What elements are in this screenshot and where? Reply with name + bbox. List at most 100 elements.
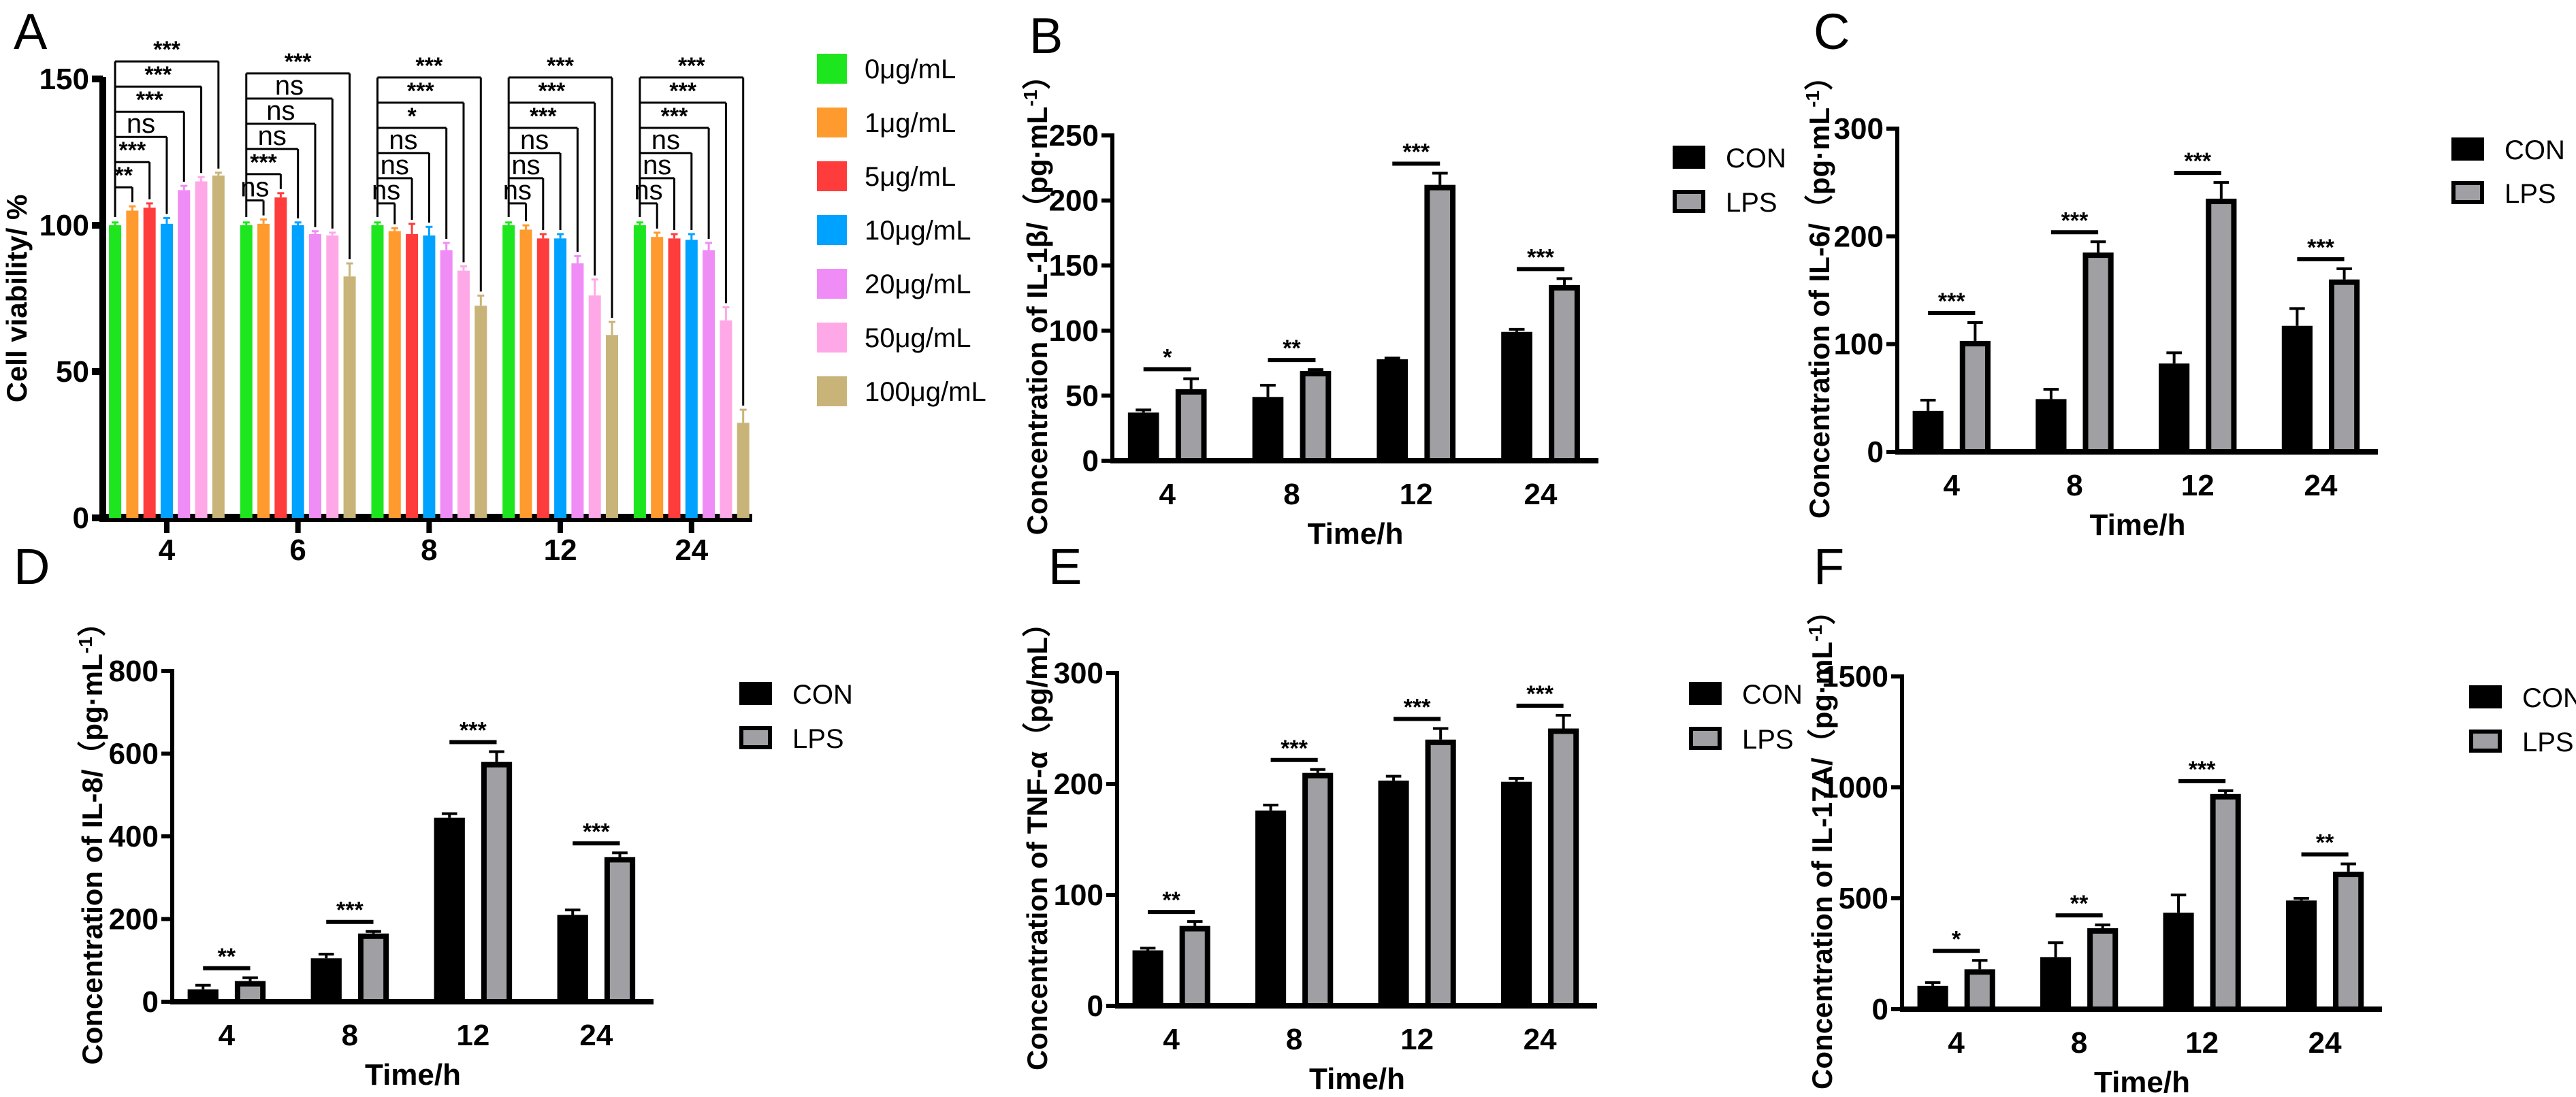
significance-label: ** bbox=[1162, 887, 1180, 913]
x-tick-label: 24 bbox=[579, 1019, 613, 1052]
x-tick-label: 8 bbox=[421, 534, 437, 567]
y-tick-label: 200 bbox=[1834, 220, 1884, 253]
bar-con bbox=[310, 958, 342, 1002]
y-axis-label-main: Concentration of IL-1β/（pg·mL bbox=[1021, 107, 1053, 536]
bar-con bbox=[1378, 781, 1409, 1006]
y-tick-label: 0 bbox=[142, 985, 159, 1019]
significance-label: *** bbox=[460, 717, 487, 743]
x-tick-label: 6 bbox=[289, 534, 306, 567]
legend-label: 10μg/mL bbox=[865, 216, 971, 246]
bar bbox=[406, 233, 419, 518]
bar-lps bbox=[1302, 772, 1334, 1009]
y-tick-label: 50 bbox=[56, 355, 89, 389]
significance-label: *** bbox=[1526, 681, 1553, 707]
bar-con bbox=[187, 989, 219, 1002]
bar-con bbox=[557, 915, 588, 1002]
legend-swatch-lps bbox=[739, 726, 772, 749]
y-axis-label-sup: -1 bbox=[1802, 91, 1823, 108]
bar bbox=[474, 306, 487, 518]
bar-lps bbox=[2210, 793, 2241, 1013]
bar bbox=[633, 225, 646, 518]
y-axis-label-main: Concentration of IL-6/（pg·mL bbox=[1803, 108, 1835, 519]
x-tick-label: 12 bbox=[1400, 1023, 1434, 1056]
significance-label: *** bbox=[669, 78, 696, 104]
significance-label: *** bbox=[285, 49, 312, 75]
bar-lps bbox=[1175, 389, 1207, 464]
significance-label: *** bbox=[2184, 148, 2211, 174]
significance-label: *** bbox=[250, 150, 277, 176]
x-tick-label: 24 bbox=[1524, 1023, 1557, 1056]
legend-swatch-con bbox=[1689, 682, 1722, 705]
significance-label: *** bbox=[678, 53, 705, 79]
y-tick-label: 100 bbox=[1049, 314, 1099, 348]
bar bbox=[143, 208, 156, 518]
y-axis-label: Concentration of TNF-α（pg/mL） bbox=[1021, 608, 1053, 1070]
significance-label: *** bbox=[136, 87, 163, 113]
bar bbox=[178, 190, 191, 518]
bar bbox=[274, 197, 287, 518]
panel-letter: F bbox=[1814, 538, 1844, 595]
bar bbox=[291, 225, 304, 518]
significance-label: ns bbox=[258, 121, 287, 151]
y-axis-label-main: Cell viability/ % bbox=[1, 195, 33, 403]
y-tick-label: 0 bbox=[1867, 436, 1884, 469]
bar bbox=[109, 225, 122, 518]
bar-lps bbox=[2087, 928, 2119, 1013]
x-axis-title: Time/h bbox=[1309, 1062, 1405, 1096]
legend-label: CON bbox=[2505, 135, 2565, 165]
significance-label: *** bbox=[153, 37, 180, 63]
significance-label: *** bbox=[661, 103, 688, 129]
legend-label: CON bbox=[1742, 680, 1803, 710]
significance-label: ** bbox=[1283, 335, 1301, 361]
bar bbox=[343, 276, 356, 518]
y-axis-label-sup: -1 bbox=[1020, 90, 1041, 107]
y-axis-label-end: ） bbox=[76, 608, 108, 636]
significance-label: *** bbox=[336, 898, 364, 923]
y-tick-label: 600 bbox=[109, 738, 159, 771]
x-axis-title: Time/h bbox=[365, 1058, 461, 1092]
x-tick-label: 12 bbox=[456, 1019, 489, 1052]
x-axis-title: Time/h bbox=[2089, 508, 2185, 542]
bar-con bbox=[1501, 331, 1532, 461]
legend-swatch-lps bbox=[2451, 181, 2484, 204]
y-tick-label: 0 bbox=[73, 502, 89, 535]
y-tick-label: 50 bbox=[1065, 379, 1099, 412]
x-tick-label: 4 bbox=[1163, 1023, 1180, 1056]
bar-con bbox=[1252, 397, 1284, 461]
bar-con bbox=[1501, 781, 1532, 1006]
panel-letter: C bbox=[1814, 3, 1850, 60]
y-tick-label: 0 bbox=[1087, 989, 1104, 1023]
bar-lps bbox=[1959, 340, 1991, 455]
bar bbox=[720, 320, 732, 518]
significance-label: *** bbox=[1402, 139, 1430, 165]
y-tick-label: 1000 bbox=[1822, 771, 1888, 804]
legend-swatch-lps bbox=[1689, 727, 1722, 750]
bar bbox=[502, 225, 515, 518]
panel-letter: B bbox=[1029, 7, 1063, 64]
bar bbox=[588, 295, 601, 518]
panel-letter: A bbox=[14, 3, 48, 60]
significance-label: ** bbox=[2316, 830, 2334, 855]
significance-label: ns bbox=[381, 150, 409, 180]
bar bbox=[160, 223, 173, 518]
y-tick-label: 500 bbox=[1839, 882, 1888, 915]
legend-label: 20μg/mL bbox=[865, 269, 971, 299]
bar-lps bbox=[481, 762, 513, 1005]
x-tick-label: 8 bbox=[1283, 478, 1300, 511]
y-axis-label-end: ） bbox=[1021, 61, 1053, 90]
significance-label: *** bbox=[2189, 757, 2216, 783]
significance-label: ns bbox=[240, 173, 269, 203]
bar bbox=[240, 225, 253, 518]
bar-lps bbox=[1424, 184, 1456, 463]
legend-label: LPS bbox=[1726, 188, 1777, 218]
y-tick-label: 0 bbox=[1872, 993, 1888, 1026]
bar-con bbox=[1912, 410, 1944, 452]
bar bbox=[457, 270, 470, 518]
significance-label: *** bbox=[547, 53, 574, 79]
y-axis-label-main: Concentration of IL-17A/（pg·mL bbox=[1806, 642, 1838, 1090]
bar bbox=[571, 263, 584, 518]
bar-lps bbox=[2333, 871, 2364, 1012]
y-tick-label: 300 bbox=[1834, 112, 1884, 146]
